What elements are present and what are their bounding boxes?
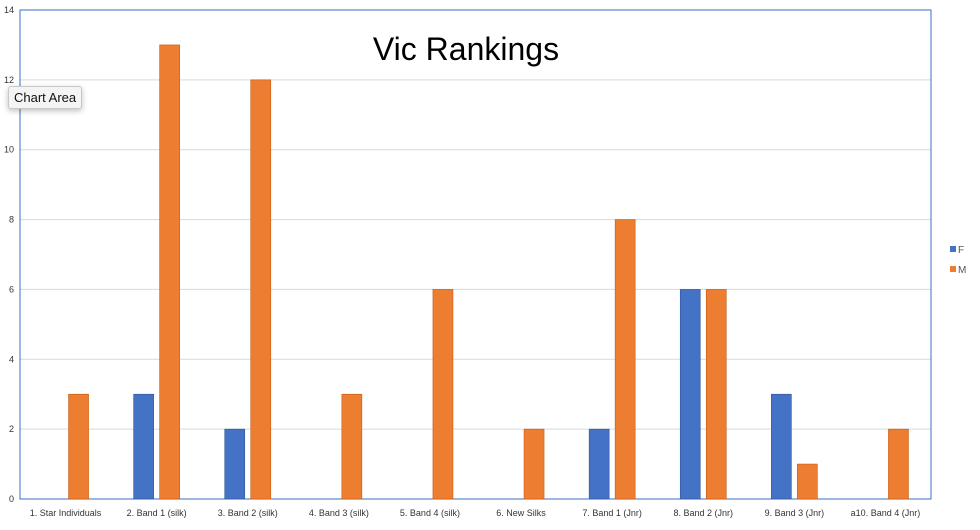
y-tick-label: 4 — [9, 354, 14, 364]
bar-m-6[interactable] — [523, 428, 545, 500]
x-category-label: a10. Band 4 (Jnr) — [851, 508, 921, 518]
bar-m-7[interactable] — [614, 219, 636, 500]
y-axis-ticks: 0 2 4 6 8 10 12 14 — [4, 5, 14, 504]
legend-swatch-m — [950, 266, 956, 272]
gridlines — [20, 9, 931, 500]
chart-title: Vic Rankings — [373, 31, 559, 67]
bar-f-2[interactable] — [133, 393, 154, 500]
legend: FM — [950, 245, 966, 276]
y-tick-label: 2 — [9, 424, 14, 434]
x-category-label: 9. Band 3 (Jnr) — [765, 508, 825, 518]
y-tick-label: 12 — [4, 75, 14, 85]
x-category-label: 8. Band 2 (Jnr) — [673, 508, 733, 518]
legend-swatch-f — [950, 246, 956, 252]
bars — [68, 44, 909, 500]
x-category-label: 5. Band 4 (silk) — [400, 508, 460, 518]
y-tick-label: 6 — [9, 284, 14, 294]
chart-area-tooltip: Chart Area — [8, 86, 83, 109]
x-category-label: 1. Star Individuals — [30, 508, 102, 518]
x-category-label: 2. Band 1 (silk) — [127, 508, 187, 518]
bar-m-5[interactable] — [432, 289, 454, 500]
x-category-label: 3. Band 2 (silk) — [218, 508, 278, 518]
plot-border — [19, 9, 932, 500]
x-category-label: 6. New Silks — [496, 508, 546, 518]
legend-label-m: M — [958, 265, 966, 276]
x-category-label: 7. Band 1 (Jnr) — [582, 508, 642, 518]
bar-m-3[interactable] — [250, 79, 272, 500]
bar-m-4[interactable] — [341, 393, 363, 500]
bar-f-8[interactable] — [679, 289, 701, 500]
bar-f-7[interactable] — [588, 428, 610, 500]
x-axis-labels: 1. Star Individuals 2. Band 1 (silk) 3. Ba… — [30, 508, 920, 518]
bar-f-9[interactable] — [771, 393, 792, 500]
y-tick-label: 8 — [9, 215, 14, 225]
bar-m-2[interactable] — [159, 44, 180, 500]
legend-label-f: F — [958, 245, 964, 256]
x-category-label: 4. Band 3 (silk) — [309, 508, 369, 518]
y-tick-label: 0 — [9, 494, 14, 504]
y-tick-label: 14 — [4, 5, 14, 15]
bar-m-10[interactable] — [888, 428, 909, 500]
bar-m-1[interactable] — [68, 393, 89, 500]
bar-m-9[interactable] — [797, 463, 818, 500]
bar-f-3[interactable] — [224, 428, 246, 500]
y-tick-label: 10 — [4, 145, 14, 155]
bar-m-8[interactable] — [705, 289, 727, 500]
